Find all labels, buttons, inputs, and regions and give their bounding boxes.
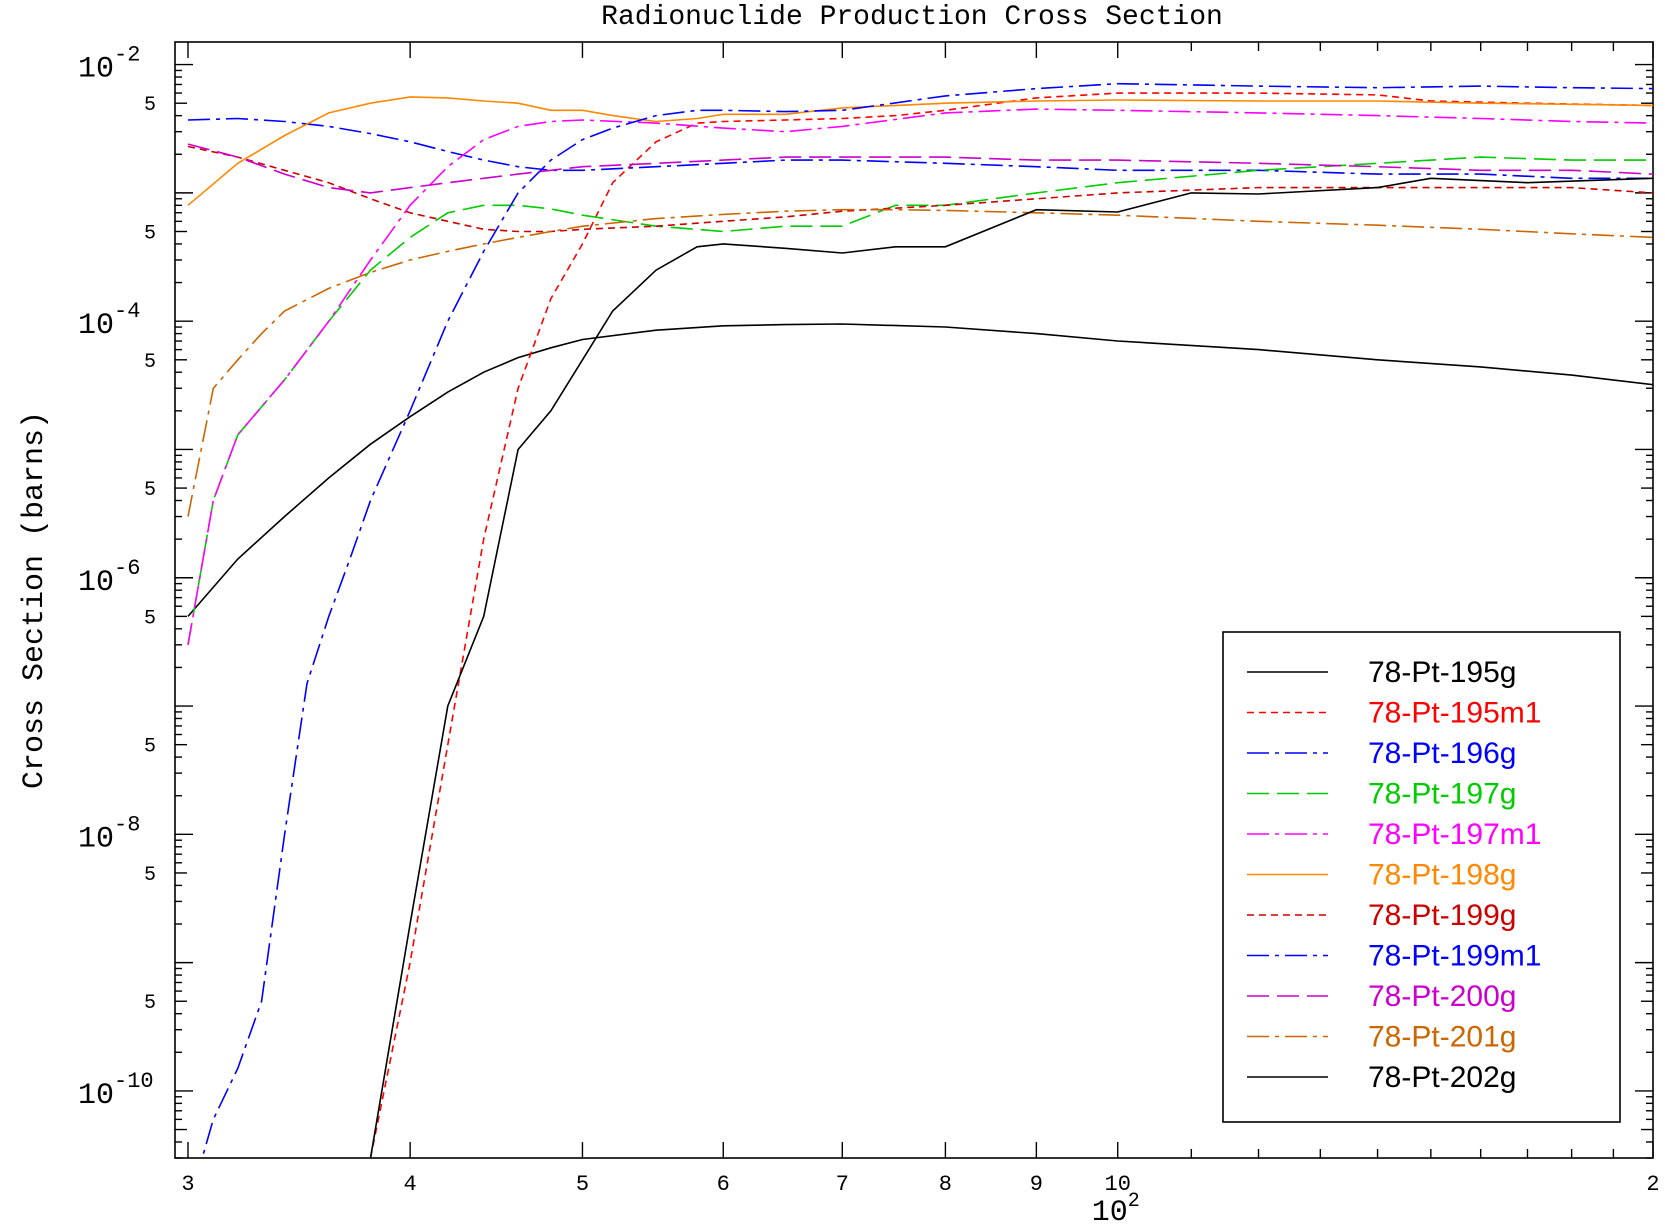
legend-label: 78-Pt-195g (1368, 656, 1516, 689)
y-decade-label: 10-6 (78, 556, 140, 600)
chart-title: Radionuclide Production Cross Section (601, 2, 1223, 33)
axis-ticks (175, 42, 1654, 1159)
y-decade-label: 10-2 (78, 43, 140, 87)
x-tick-label: 3 (181, 1172, 194, 1197)
axis-tick-labels: 3 4 5 6 7 8 9 10 210210-210-410-610-810-10555555… (78, 43, 1660, 1225)
series-line-78-pt-196g (187, 117, 1653, 180)
y-decade-label: 10-8 (78, 812, 140, 856)
legend-label: 78-Pt-195m1 (1368, 697, 1541, 730)
y-minor-label: 5 (144, 736, 156, 759)
legend: 78-Pt-195g 78-Pt-195m1 78-Pt-196g 78-Pt-197… (1222, 631, 1621, 1123)
legend-label: 78-Pt-197g (1368, 778, 1516, 811)
series-line-78-pt-199g (187, 145, 1653, 233)
x-tick-label: 9 (1030, 1172, 1043, 1197)
x-tick-label: 2 (1646, 1172, 1659, 1197)
y-minor-label: 5 (144, 351, 156, 374)
series-line-78-pt-200g (187, 143, 1653, 194)
x-tick-label: 6 (717, 1172, 730, 1197)
y-minor-label: 5 (144, 94, 156, 117)
series-line-78-pt-195m1 (369, 92, 1653, 1158)
series-line-78-pt-201g (187, 208, 1653, 517)
series-line-78-pt-197m1 (187, 108, 1653, 645)
legend-label: 78-Pt-199g (1368, 899, 1516, 932)
legend-entries: 78-Pt-195g 78-Pt-195m1 78-Pt-196g 78-Pt-197… (1247, 656, 1541, 1094)
series-line-78-pt-195g (187, 323, 1653, 617)
y-axis-label: Cross Section (barns) (18, 411, 52, 789)
x-exponent-label: 102 (1092, 1190, 1140, 1225)
series-line-78-pt-202g (369, 177, 1653, 1158)
y-minor-label: 5 (144, 479, 156, 502)
y-minor-label: 5 (144, 607, 156, 630)
x-tick-label: 7 (836, 1172, 849, 1197)
legend-label: 78-Pt-198g (1368, 859, 1516, 892)
x-tick-label: 4 (404, 1172, 417, 1197)
x-tick-label: 5 (576, 1172, 589, 1197)
legend-label: 78-Pt-197m1 (1368, 818, 1541, 851)
plot-frame (174, 41, 1654, 1159)
y-decade-label: 10-10 (78, 1069, 154, 1113)
legend-label: 78-Pt-201g (1368, 1021, 1516, 1054)
series-line-78-pt-198g (187, 96, 1653, 206)
y-decade-label: 10-4 (78, 299, 140, 343)
series-line-78-pt-197g (187, 156, 1653, 645)
series-lines (187, 82, 1653, 1158)
y-minor-label: 5 (144, 992, 156, 1015)
series-line-78-pt-199m1 (201, 82, 1653, 1158)
y-minor-label: 5 (144, 223, 156, 246)
legend-label: 78-Pt-199m1 (1368, 940, 1541, 973)
legend-box (1222, 631, 1621, 1123)
legend-label: 78-Pt-202g (1368, 1061, 1516, 1094)
y-minor-label: 5 (144, 864, 156, 887)
x-tick-label: 10 (1105, 1172, 1131, 1197)
legend-label: 78-Pt-200g (1368, 980, 1516, 1013)
x-tick-label: 8 (939, 1172, 952, 1197)
legend-label: 78-Pt-196g (1368, 737, 1516, 770)
